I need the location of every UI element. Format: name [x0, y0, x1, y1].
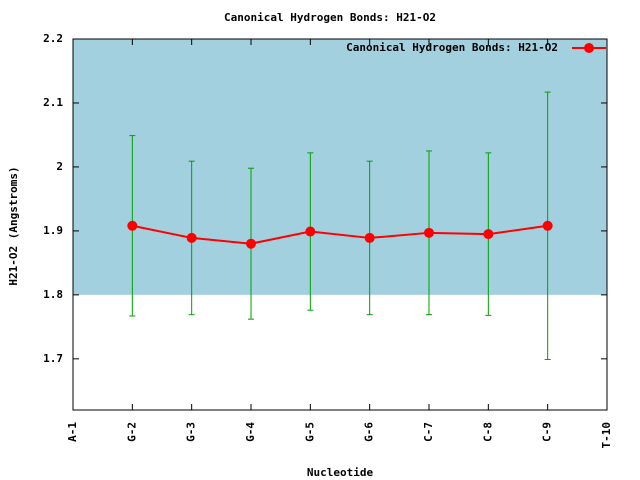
y-tick-label: 1.7	[43, 352, 63, 365]
x-tick-label: G-6	[363, 422, 376, 442]
point	[364, 232, 375, 243]
x-tick-label: T-10	[600, 422, 613, 449]
point	[483, 229, 494, 240]
point	[246, 238, 256, 249]
x-tick-label: G-2	[125, 422, 138, 442]
point	[424, 227, 434, 238]
y-tick-label: 1.8	[43, 288, 63, 301]
x-tick-label: C-7	[422, 422, 435, 442]
point	[186, 232, 197, 243]
x-tick-label: G-5	[303, 422, 316, 442]
y-axis-label: H21-O2 (Angstroms)	[7, 166, 20, 285]
point	[542, 220, 553, 231]
x-axis-label: Nucleotide	[307, 466, 374, 479]
x-tick-label: G-3	[185, 422, 198, 442]
x-tick-label: G-4	[244, 422, 257, 442]
y-tick-label: 2.1	[43, 96, 63, 109]
y-tick-label: 2.2	[43, 32, 63, 45]
y-tick-label: 2	[56, 160, 63, 173]
plot-frame	[72, 38, 608, 411]
y-tick-label: 1.9	[43, 224, 63, 237]
chart-title: Canonical Hydrogen Bonds: H21-O2	[224, 11, 436, 24]
shaded-range	[73, 39, 607, 295]
series-line	[132, 224, 548, 245]
point	[127, 220, 138, 231]
legend-marker	[584, 43, 594, 53]
legend-label: Canonical Hydrogen Bonds: H21-O2	[346, 41, 558, 54]
x-tick-label: C-8	[481, 422, 494, 442]
x-tick-label: C-9	[541, 422, 554, 442]
x-tick-label: A-1	[66, 422, 79, 442]
point	[305, 226, 316, 237]
